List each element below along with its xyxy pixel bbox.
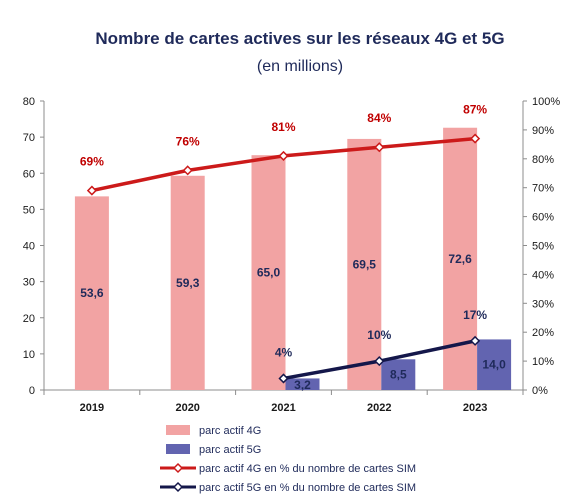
legend-marker — [172, 481, 184, 493]
bar-5g — [477, 339, 512, 390]
label-4g-pct: 76% — [176, 134, 200, 148]
point-5g-pct — [374, 356, 385, 367]
y-right-tick-label: 40% — [532, 269, 554, 281]
point-4g-pct — [470, 133, 481, 144]
x-tick-label: 2020 — [175, 402, 199, 414]
y-right-tick-label: 30% — [532, 298, 554, 310]
bar-5g-label: 3,2 — [294, 378, 311, 392]
y-left-tick-label: 60 — [23, 168, 35, 180]
legend-label: parc actif 4G en % du nombre de cartes S… — [199, 463, 416, 475]
bar-5g — [285, 378, 320, 390]
bar-5g-label: 14,0 — [482, 358, 506, 372]
bar-4g-label: 65,0 — [257, 266, 281, 280]
y-right-tick-label: 90% — [532, 125, 554, 137]
y-right-tick-label: 20% — [532, 327, 554, 339]
label-4g-pct: 69% — [80, 155, 104, 169]
point-4g-pct — [278, 150, 289, 161]
y-left-tick-label: 30 — [23, 277, 35, 289]
label-4g-pct: 87% — [463, 103, 487, 117]
y-left-tick-label: 70 — [23, 132, 35, 144]
y-left-tick-label: 10 — [23, 349, 35, 361]
y-right-tick-label: 80% — [532, 154, 554, 166]
bar-4g — [74, 196, 109, 390]
x-tick-label: 2022 — [367, 402, 391, 414]
chart-subtitle: (en millions) — [257, 58, 343, 75]
point-5g-pct — [470, 335, 481, 346]
bar-4g-label: 59,3 — [176, 276, 200, 290]
legend-label: parc actif 5G en % du nombre de cartes S… — [199, 482, 416, 494]
plot-area: 0 10 20 30 40 50 60 70 80 0% 10% 20% 30% 40% 50% 60% 70%… — [23, 96, 561, 414]
point-5g-pct — [278, 373, 289, 384]
legend-marker — [172, 462, 184, 474]
bar-4g — [347, 138, 382, 390]
chart-title: Nombre de cartes actives sur les réseaux… — [95, 29, 504, 48]
bar-5g-label: 8,5 — [390, 368, 407, 382]
label-4g-pct: 84% — [367, 111, 391, 125]
y-right-tick-label: 10% — [532, 356, 554, 368]
y-left-tick-label: 0 — [29, 385, 35, 397]
y-right-tick-label: 100% — [532, 96, 560, 108]
legend-label: parc actif 4G — [199, 425, 261, 437]
legend-swatch — [166, 444, 190, 454]
x-tick-label: 2021 — [271, 402, 295, 414]
point-4g-pct — [86, 185, 97, 196]
y-left-tick-label: 50 — [23, 204, 35, 216]
bar-4g-label: 69,5 — [353, 257, 377, 271]
y-right-tick-label: 70% — [532, 183, 554, 195]
bar-4g-label: 72,6 — [448, 252, 472, 266]
y-right-tick-label: 60% — [532, 212, 554, 224]
label-5g-pct: 10% — [367, 328, 391, 342]
bar-4g-label: 53,6 — [80, 286, 104, 300]
x-tick-label: 2019 — [80, 402, 104, 414]
label-5g-pct: 17% — [463, 308, 487, 322]
point-4g-pct — [374, 142, 385, 153]
bar-4g — [251, 155, 286, 390]
y-right-tick-label: 0% — [532, 385, 548, 397]
label-4g-pct: 81% — [271, 120, 295, 134]
bar-4g — [170, 175, 205, 390]
x-tick-label: 2023 — [463, 402, 487, 414]
legend-label: parc actif 5G — [199, 444, 261, 456]
y-right-tick-label: 50% — [532, 241, 554, 253]
label-5g-pct: 4% — [275, 345, 293, 359]
y-left-tick-label: 20 — [23, 313, 35, 325]
y-left-tick-label: 80 — [23, 96, 35, 108]
legend-swatch — [166, 425, 190, 435]
legend: parc actif 4G parc actif 5G parc actif 4G … — [160, 425, 416, 494]
y-left-tick-label: 40 — [23, 241, 35, 253]
point-4g-pct — [182, 165, 193, 176]
bar-5g — [381, 359, 416, 390]
